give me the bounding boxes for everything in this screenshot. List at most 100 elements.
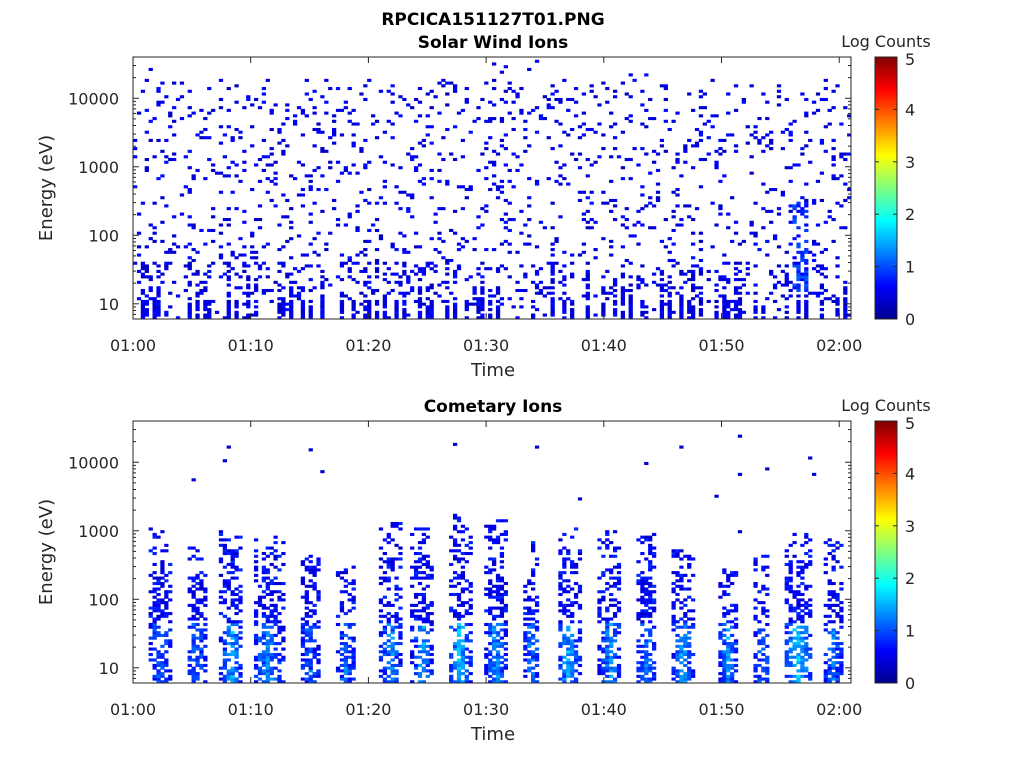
heatmap-cell [456, 628, 462, 632]
heatmap-cell [835, 256, 840, 260]
heatmap-cell [425, 562, 430, 566]
heatmap-cell [382, 666, 387, 670]
heatmap-cell [733, 625, 739, 629]
heatmap-cell [788, 636, 793, 640]
heatmap-cell [425, 264, 430, 268]
heatmap-cell [456, 644, 462, 648]
heatmap-cell [398, 636, 403, 640]
heatmap-cell [460, 587, 466, 591]
heatmap-cell [527, 234, 532, 238]
heatmap-cell [312, 237, 317, 241]
heatmap-cell [429, 658, 434, 662]
heatmap-cell [394, 299, 399, 303]
heatmap-cell [226, 291, 231, 295]
heatmap-cell [390, 538, 395, 542]
heatmap-cell [230, 549, 235, 553]
heatmap-cell [421, 138, 427, 142]
heatmap-cell [601, 672, 606, 676]
heatmap-cell [648, 592, 653, 597]
heatmap-cell [823, 78, 828, 82]
heatmap-cell [644, 283, 649, 287]
heatmap-cell [242, 269, 247, 273]
heatmap-cell [691, 669, 696, 673]
heatmap-cell [390, 631, 395, 635]
heatmap-cell [347, 598, 352, 602]
heatmap-cell [203, 302, 208, 306]
heatmap-cell [464, 308, 469, 312]
heatmap-cell [698, 89, 704, 93]
heatmap-cell [609, 209, 614, 213]
heatmap-cell [679, 606, 684, 610]
heatmap-cell [351, 647, 356, 651]
heatmap-cell [449, 677, 454, 681]
heatmap-cell [316, 598, 321, 602]
heatmap-cell [808, 633, 813, 637]
heatmap-cell [492, 617, 497, 621]
heatmap-cell [296, 286, 302, 290]
heatmap-cell [250, 313, 255, 317]
heatmap-cell [488, 609, 493, 613]
heatmap-cell [788, 590, 793, 594]
heatmap-cell [191, 666, 196, 670]
heatmap-cell [226, 669, 231, 673]
heatmap-cell [378, 614, 384, 618]
heatmap-cell [269, 152, 274, 156]
heatmap-cell [788, 242, 793, 246]
heatmap-cell [531, 674, 536, 678]
heatmap-cell [308, 650, 313, 654]
heatmap-cell [788, 122, 793, 126]
heatmap-cell [339, 606, 345, 610]
heatmap-cell [484, 524, 489, 528]
heatmap-cell [152, 647, 157, 651]
heatmap-cell [433, 95, 438, 99]
heatmap-cell [320, 275, 325, 279]
heatmap-cell [562, 587, 567, 591]
heatmap-cell [238, 663, 243, 667]
heatmap-cell [308, 264, 313, 268]
heatmap-cell [534, 291, 540, 295]
heatmap-cell [175, 316, 181, 319]
heatmap-cell [601, 310, 606, 314]
heatmap-cell [601, 275, 606, 279]
heatmap-cell [191, 590, 196, 594]
heatmap-cell [253, 565, 259, 569]
heatmap-cell [390, 652, 395, 657]
heatmap-cell [265, 568, 270, 572]
heatmap-cell [772, 283, 778, 287]
heatmap-cell [620, 299, 626, 303]
heatmap-cell [558, 587, 563, 591]
heatmap-cell [718, 204, 723, 208]
heatmap-cell [605, 543, 610, 547]
heatmap-cell [425, 573, 430, 577]
heatmap-cell [195, 647, 200, 651]
heatmap-cell [390, 636, 395, 640]
heatmap-cell [534, 663, 540, 667]
heatmap-cell [698, 269, 704, 273]
heatmap-cell [687, 562, 692, 566]
heatmap-cell [308, 448, 313, 452]
heatmap-cell [566, 672, 571, 676]
heatmap-cell [531, 655, 536, 659]
heatmap-cell [402, 291, 407, 295]
heatmap-cell [804, 631, 809, 635]
heatmap-cell [761, 565, 766, 569]
heatmap-cell [218, 223, 224, 227]
heatmap-cell [718, 138, 723, 142]
heatmap-cell [398, 565, 403, 569]
heatmap-cell [628, 157, 633, 162]
heatmap-cell [308, 174, 313, 178]
heatmap-cell [765, 297, 770, 301]
heatmap-cell [620, 310, 626, 314]
heatmap-cell [722, 672, 727, 676]
heatmap-cell [835, 264, 840, 268]
heatmap-cell [616, 669, 622, 673]
heatmap-cell [550, 305, 555, 309]
heatmap-cell [203, 628, 208, 632]
heatmap-cell [655, 283, 661, 287]
heatmap-cell [687, 652, 692, 657]
heatmap-cell [757, 620, 762, 624]
heatmap-cell [320, 299, 325, 303]
heatmap-cell [784, 674, 789, 678]
heatmap-cell [449, 669, 454, 673]
heatmap-cell [558, 592, 563, 597]
